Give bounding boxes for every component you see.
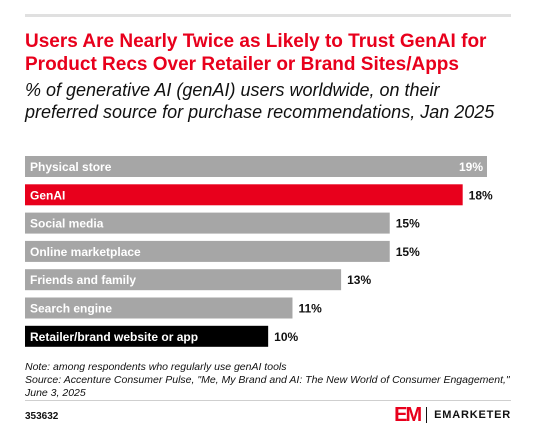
top-rule — [25, 14, 511, 17]
bar-4 — [25, 269, 342, 291]
emarketer-logo-icon: EM — [394, 404, 422, 426]
bar-value-label-2: 15% — [396, 217, 420, 231]
bar-category-label-3: Online marketplace — [30, 245, 141, 259]
footnote: Note: among respondents who regularly us… — [25, 361, 515, 400]
bar-category-label-4: Friends and family — [30, 273, 136, 287]
bar-value-label-1: 18% — [469, 188, 493, 202]
brand-name: EMARKETER — [434, 409, 511, 421]
footer-divider — [25, 400, 511, 401]
bar-2 — [25, 212, 390, 234]
bar-value-label-3: 15% — [396, 245, 420, 259]
bar-chart: Physical store 19% GenAI 18% Social media 15%… — [25, 156, 493, 347]
chart-title: Users Are Nearly Twice as Likely to Trus… — [25, 31, 487, 75]
brand-separator — [426, 407, 428, 423]
footnote-source: Source: Accenture Consumer Pulse, "Me, M… — [25, 374, 510, 399]
bar-category-label-2: Social media — [30, 217, 104, 231]
bar-category-label-0: Physical store — [30, 160, 112, 174]
bar-category-label-1: GenAI — [30, 188, 65, 202]
bar-6 — [25, 325, 269, 347]
chart-id: 353632 — [25, 411, 59, 422]
bar-3 — [25, 240, 390, 262]
bar-category-label-6: Retailer/brand website or app — [30, 330, 198, 344]
bar-value-label-4: 13% — [347, 273, 371, 287]
brand-logo: EM EMARKETER — [394, 404, 511, 426]
bar-0 — [25, 156, 487, 177]
footnote-note: Note: among respondents who regularly us… — [25, 361, 287, 373]
bar-1 — [25, 184, 463, 206]
bar-category-label-5: Search engine — [30, 302, 112, 316]
chart-subtitle: % of generative AI (genAI) users worldwi… — [25, 80, 495, 122]
bar-value-label-5: 11% — [298, 302, 322, 316]
bar-value-label-0: 19% — [459, 160, 483, 174]
bar-5 — [25, 297, 293, 319]
bar-value-label-6: 10% — [274, 330, 298, 344]
